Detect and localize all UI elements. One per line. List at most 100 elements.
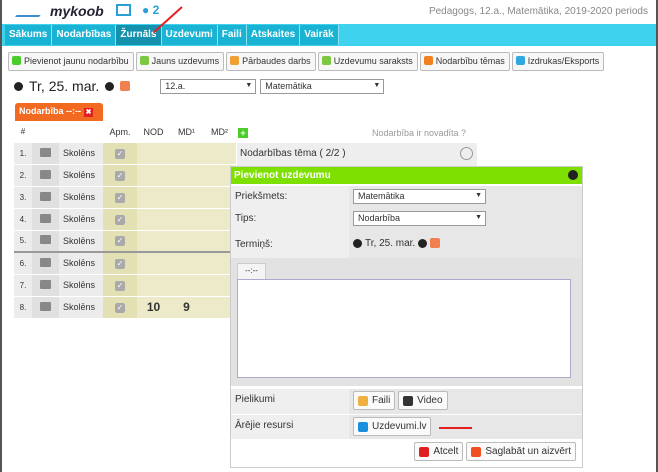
attendance-checkbox[interactable]: ✓: [103, 274, 137, 297]
student-name[interactable]: Skolēns: [59, 274, 103, 297]
table-row: 1. Skolēns ✓: [14, 142, 236, 165]
prev-date-icon[interactable]: [353, 238, 362, 248]
new-task-button[interactable]: Jauns uzdevums: [135, 52, 225, 71]
deadline-date: Tr, 25. mar.: [365, 237, 416, 249]
task-textarea[interactable]: [237, 279, 571, 378]
attendance-checkbox[interactable]: ✓: [103, 164, 137, 187]
tab-uzdevumi[interactable]: Uzdevumi: [162, 25, 218, 45]
nod-cell[interactable]: [137, 251, 170, 275]
md1-cell[interactable]: [170, 230, 203, 253]
nod-cell[interactable]: [137, 186, 170, 209]
student-name[interactable]: Skolēns: [59, 296, 103, 319]
list-icon: [321, 56, 331, 65]
attendance-checkbox[interactable]: ✓: [103, 186, 137, 209]
add-lesson-button[interactable]: Pievienot jaunu nodarbību: [8, 52, 134, 71]
next-date-icon[interactable]: [105, 81, 115, 91]
nod-cell[interactable]: [137, 274, 170, 297]
subject-select[interactable]: Matemātika: [260, 78, 385, 94]
class-select[interactable]: 12.a.: [160, 78, 257, 94]
lesson-tab[interactable]: Nodarbība --:-- ✖: [15, 103, 103, 121]
label: Faili: [372, 395, 391, 406]
context-label[interactable]: Pedagogs, 12.a., Matemātika, 2019-2020 p…: [428, 6, 648, 17]
student-icon[interactable]: [32, 274, 59, 297]
close-icon[interactable]: [568, 170, 578, 180]
deadline-row: Termiņš: Tr, 25. mar.: [231, 231, 582, 258]
attendance-checkbox[interactable]: ✓: [103, 251, 137, 275]
tab-sakums[interactable]: Sākums: [5, 25, 53, 45]
md2-cell[interactable]: [203, 142, 236, 165]
student-name[interactable]: Skolēns: [59, 186, 103, 209]
col-md1[interactable]: MD¹: [170, 122, 203, 143]
md2-cell[interactable]: [203, 296, 236, 319]
close-icon[interactable]: ✖: [84, 108, 93, 117]
row-number: 4.: [14, 208, 32, 231]
tab-zurnals[interactable]: Žurnāls: [116, 25, 162, 45]
tab-nodarbibas[interactable]: Nodarbības: [52, 25, 117, 45]
md1-cell[interactable]: [170, 142, 203, 165]
files-button[interactable]: Faili: [353, 391, 396, 410]
md1-cell[interactable]: [170, 251, 203, 275]
task-list-button[interactable]: Uzdevumu saraksts: [317, 52, 418, 71]
subject-select[interactable]: Matemātika: [353, 189, 486, 204]
nod-cell[interactable]: [137, 208, 170, 231]
test-button[interactable]: Pārbaudes darbs: [226, 52, 316, 71]
attendance-checkbox[interactable]: ✓: [103, 230, 137, 253]
md2-cell[interactable]: [203, 208, 236, 231]
student-icon[interactable]: [32, 296, 59, 319]
tab-vairak[interactable]: Vairāk: [300, 25, 339, 45]
export-button[interactable]: Izdrukas/Eksports: [511, 52, 605, 71]
md2-cell[interactable]: [203, 251, 236, 275]
md1-cell[interactable]: [170, 164, 203, 187]
lesson-topic[interactable]: Nodarbības tēma ( 2/2 ): [237, 143, 477, 166]
md1-cell[interactable]: [170, 274, 203, 297]
md1-cell[interactable]: 9: [170, 296, 203, 319]
smiley-icon[interactable]: [460, 147, 473, 160]
tab-faili[interactable]: Faili: [218, 25, 247, 45]
nod-cell[interactable]: [137, 164, 170, 187]
student-name[interactable]: Skolēns: [59, 251, 103, 275]
users-indicator[interactable]: ● 2: [142, 3, 160, 17]
video-button[interactable]: Video: [398, 391, 448, 410]
student-icon[interactable]: [32, 208, 59, 231]
col-md2[interactable]: MD²: [203, 122, 236, 143]
md2-cell[interactable]: [203, 274, 236, 297]
attendance-checkbox[interactable]: ✓: [103, 142, 137, 165]
student-icon[interactable]: [32, 186, 59, 209]
student-icon[interactable]: [32, 230, 59, 253]
label: Uzdevumu saraksts: [333, 56, 413, 66]
md1-cell[interactable]: [170, 186, 203, 209]
attendance-checkbox[interactable]: ✓: [103, 296, 137, 319]
calendar-icon[interactable]: [430, 238, 441, 248]
student-icon[interactable]: [32, 142, 59, 165]
logo[interactable]: mykoob: [50, 3, 104, 19]
book-icon: [358, 421, 368, 432]
md2-cell[interactable]: [203, 164, 236, 187]
attendance-checkbox[interactable]: ✓: [103, 208, 137, 231]
save-close-button[interactable]: Saglabāt un aizvērt: [466, 442, 576, 461]
tab-atskaites[interactable]: Atskaites: [247, 25, 301, 45]
type-select[interactable]: Nodarbība: [353, 211, 486, 226]
lesson-topics-button[interactable]: Nodarbību tēmas: [419, 52, 510, 71]
mail-icon[interactable]: [116, 4, 131, 16]
prev-date-icon[interactable]: [14, 81, 23, 91]
nod-cell[interactable]: 10: [137, 296, 170, 319]
student-name[interactable]: Skolēns: [59, 230, 103, 253]
student-name[interactable]: Skolēns: [59, 142, 103, 165]
cancel-button[interactable]: Atcelt: [414, 442, 464, 461]
student-name[interactable]: Skolēns: [59, 208, 103, 231]
calendar-icon[interactable]: [120, 81, 131, 91]
type-label: Tips:: [231, 208, 349, 231]
student-name[interactable]: Skolēns: [59, 164, 103, 187]
student-icon[interactable]: [32, 164, 59, 187]
add-column-icon[interactable]: +: [238, 128, 248, 138]
md1-cell[interactable]: [170, 208, 203, 231]
lesson-done-label[interactable]: Nodarbība ir novadīta ?: [372, 128, 467, 138]
student-icon[interactable]: [32, 251, 59, 275]
editor-tab[interactable]: --:--: [237, 263, 266, 280]
nod-cell[interactable]: [137, 142, 170, 165]
nav-tabs: Sākums Nodarbības Žurnāls Uzdevumi Faili…: [5, 25, 339, 45]
next-date-icon[interactable]: [418, 238, 428, 248]
uzdevumi-lv-button[interactable]: Uzdevumi.lv: [353, 417, 432, 436]
md2-cell[interactable]: [203, 186, 236, 209]
nod-cell[interactable]: [137, 230, 170, 253]
